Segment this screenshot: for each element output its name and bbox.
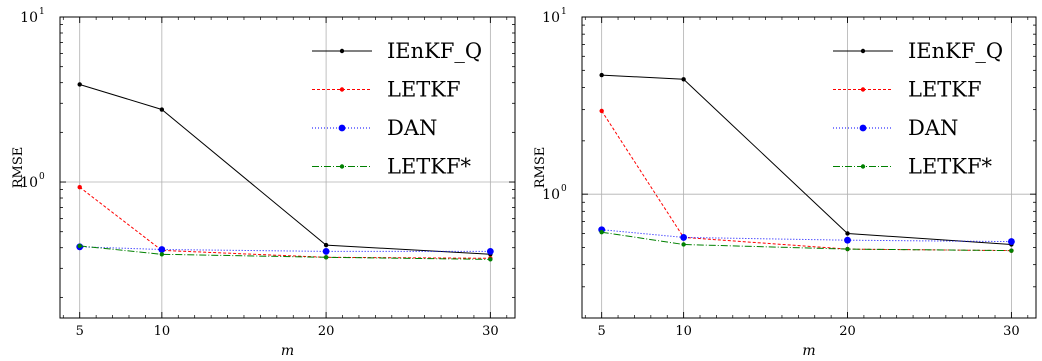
data-point <box>599 72 604 78</box>
y-tick-label-exponent: 1 <box>39 7 45 17</box>
legend-label: LETKF* <box>387 155 472 179</box>
series-line <box>79 84 491 255</box>
data-point <box>681 77 686 82</box>
legend-swatch-marker <box>339 48 345 54</box>
legend-label: LETKF* <box>908 155 993 179</box>
x-tick-label: 20 <box>839 324 856 339</box>
data-point <box>159 252 165 257</box>
series-4 <box>599 229 1014 253</box>
series-line <box>79 245 491 260</box>
y-tick-label-base: 10 <box>542 10 560 26</box>
data-point <box>486 247 494 255</box>
series-line <box>601 74 1012 245</box>
y-tick-label-base: 10 <box>542 187 560 203</box>
legend-item: DAN <box>312 116 437 140</box>
legend-swatch-marker <box>860 87 866 92</box>
series-line <box>601 229 1012 243</box>
legend-swatch-marker <box>859 124 867 132</box>
data-point <box>599 229 604 235</box>
series-1 <box>599 72 1014 247</box>
plot-frame <box>59 16 516 319</box>
legend-label: DAN <box>908 116 958 140</box>
legend-item: DAN <box>833 116 958 140</box>
data-point <box>845 231 850 236</box>
data-point <box>844 236 851 244</box>
y-axis-label: RMSE <box>11 147 26 189</box>
y-tick-label-exponent: 0 <box>561 184 567 194</box>
x-tick-label: 10 <box>154 324 171 339</box>
data-point <box>845 246 850 252</box>
series-4 <box>77 243 493 262</box>
x-tick-label: 30 <box>1003 324 1020 339</box>
data-point <box>1009 248 1014 253</box>
legend-swatch-marker <box>339 87 345 92</box>
series-3 <box>76 243 494 255</box>
y-tick-label-exponent: 1 <box>561 7 567 17</box>
y-tick-label-base: 10 <box>20 10 38 26</box>
data-point <box>1008 238 1015 245</box>
y-tick-label: 10 0 <box>20 172 45 191</box>
legend-label: DAN <box>387 116 437 140</box>
data-point <box>680 234 688 241</box>
x-tick-label: 30 <box>482 324 499 339</box>
data-point <box>77 243 82 249</box>
data-point <box>599 108 604 114</box>
y-axis-label: RMSE <box>533 147 548 189</box>
legend-swatch-marker <box>860 48 866 54</box>
legend: IEnKF_Q LETKF DAN LETKF* <box>312 39 482 179</box>
legend-item: IEnKF_Q <box>833 39 1003 63</box>
legend-item: LETKF* <box>312 155 472 179</box>
legend-item: LETKF <box>833 78 982 102</box>
series-line <box>79 186 491 259</box>
legend-swatch-marker <box>338 124 346 132</box>
y-tick-label-base: 10 <box>20 175 38 191</box>
legend-item: LETKF* <box>833 155 993 179</box>
y-tick-label: 10 0 <box>542 184 567 203</box>
x-tick-label: 20 <box>318 324 335 339</box>
data-point <box>488 257 493 262</box>
series-3 <box>598 226 1015 245</box>
data-point <box>77 82 82 87</box>
y-tick-label: 10 1 <box>542 7 567 26</box>
legend-item: IEnKF_Q <box>312 39 482 63</box>
legend-label: LETKF <box>387 78 461 102</box>
legend-label: IEnKF_Q <box>387 39 482 63</box>
data-point <box>77 185 82 190</box>
data-point <box>158 246 166 253</box>
legend: IEnKF_Q LETKF DAN LETKF* <box>833 39 1003 179</box>
data-point <box>323 242 329 248</box>
data-point <box>323 255 329 260</box>
x-tick-label: 10 <box>675 324 692 339</box>
x-axis-label: m <box>802 343 815 359</box>
data-point <box>322 247 330 255</box>
plot-frame <box>581 16 1037 319</box>
x-tick-label: 5 <box>598 324 606 339</box>
y-tick-label-exponent: 0 <box>39 172 45 182</box>
legend-swatch-marker <box>339 164 345 169</box>
data-point <box>681 242 686 247</box>
x-axis-label: m <box>281 343 294 359</box>
x-tick-label: 5 <box>76 324 84 339</box>
data-point <box>159 107 165 112</box>
legend-item: LETKF <box>312 78 461 102</box>
legend-swatch-marker <box>860 164 866 169</box>
series-line <box>601 231 1012 252</box>
legend-label: LETKF <box>908 78 982 102</box>
y-tick-label: 10 1 <box>20 7 45 26</box>
legend-label: IEnKF_Q <box>908 39 1003 63</box>
